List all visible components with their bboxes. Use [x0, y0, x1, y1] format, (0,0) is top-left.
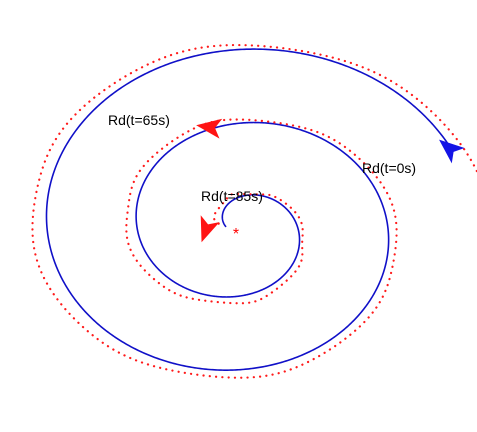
arrowhead-icon-t65 [196, 118, 223, 139]
vehicle-arrow-icon-t85 [200, 215, 220, 243]
arrowhead-icon-t0 [439, 139, 465, 164]
target-star-icon: * [233, 226, 239, 243]
vehicle-arrow-icon-t65 [196, 118, 223, 139]
label-rd-t65: Rd(t=65s) [108, 112, 170, 128]
arrowhead-icon-t85 [200, 215, 220, 243]
desired-spiral-path [45, 48, 453, 371]
label-rd-t85: Rd(t=85s) [201, 188, 263, 204]
initial-vehicle-arrow-icon [439, 139, 465, 164]
vehicle-markers [196, 118, 465, 243]
label-rd-t0: Rd(t=0s) [362, 160, 416, 176]
